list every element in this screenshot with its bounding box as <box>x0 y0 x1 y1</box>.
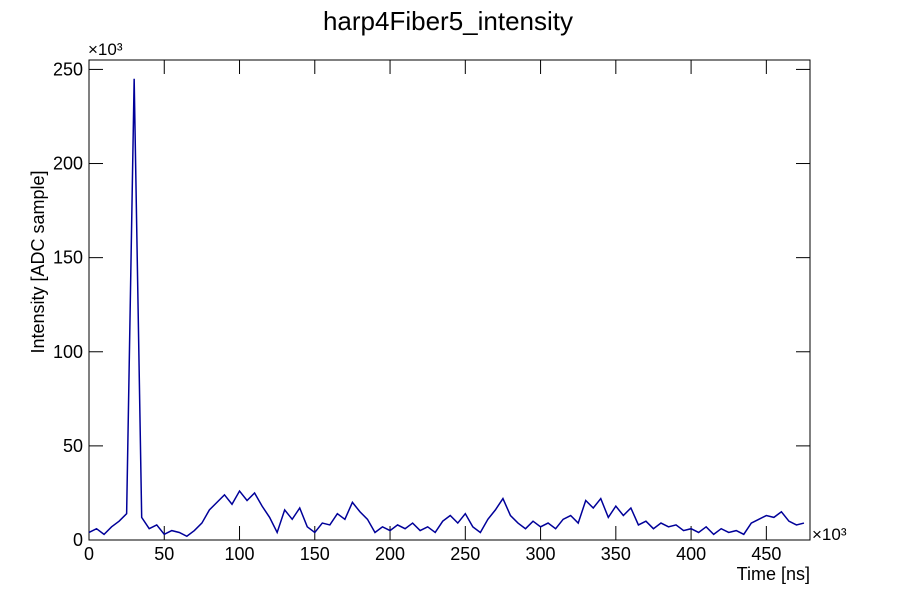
x-multiplier: ×10³ <box>812 525 847 544</box>
x-tick-label: 300 <box>526 544 556 564</box>
y-tick-label: 100 <box>53 342 83 362</box>
x-tick-label: 0 <box>84 544 94 564</box>
y-tick-label: 0 <box>73 530 83 550</box>
y-tick-label: 250 <box>53 59 83 79</box>
y-tick-label: 50 <box>63 436 83 456</box>
x-tick-label: 450 <box>751 544 781 564</box>
x-tick-label: 50 <box>154 544 174 564</box>
x-tick-label: 400 <box>676 544 706 564</box>
x-tick-label: 200 <box>375 544 405 564</box>
x-tick-label: 150 <box>300 544 330 564</box>
x-axis-label: Time [ns] <box>737 564 810 584</box>
chart-title: harp4Fiber5_intensity <box>323 6 573 36</box>
y-tick-label: 200 <box>53 154 83 174</box>
x-tick-label: 100 <box>224 544 254 564</box>
y-tick-label: 150 <box>53 248 83 268</box>
y-multiplier: ×10³ <box>88 40 123 59</box>
x-tick-label: 350 <box>601 544 631 564</box>
plot-frame <box>88 59 811 541</box>
data-line <box>88 78 805 538</box>
y-axis-label: Intensity [ADC sample] <box>28 170 48 353</box>
x-tick-label: 250 <box>450 544 480 564</box>
